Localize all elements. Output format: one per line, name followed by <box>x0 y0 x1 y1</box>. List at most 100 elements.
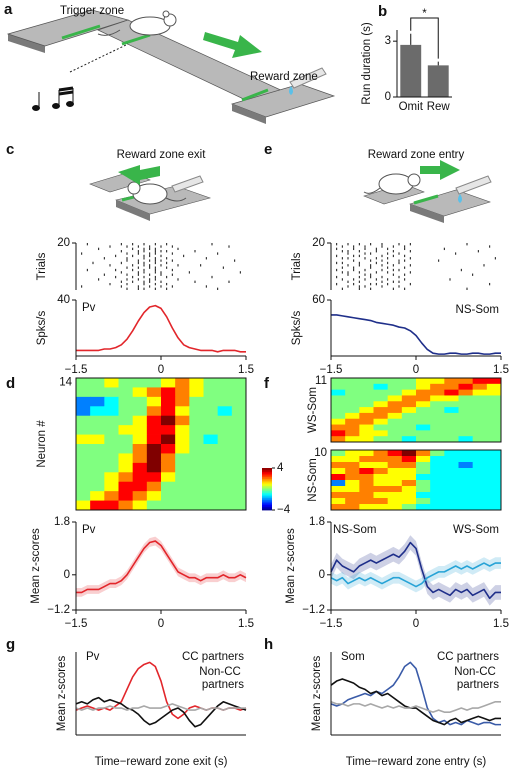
legend-label: CC partners <box>182 651 244 663</box>
heat-cell <box>76 434 91 445</box>
heat-cell <box>430 430 445 437</box>
heat-cell <box>104 406 119 417</box>
heat-cell <box>472 450 488 457</box>
heat-cell <box>401 498 417 505</box>
heat-cell <box>76 425 91 435</box>
heat-cell <box>458 430 474 437</box>
panel-label: b <box>378 3 387 20</box>
heat-cell <box>359 389 374 396</box>
heat-cell <box>345 498 360 505</box>
y-axis-label: Trials <box>291 252 303 280</box>
heat-cell <box>430 424 445 431</box>
heat-cell <box>331 486 346 493</box>
heat-cell <box>416 480 431 487</box>
heat-cell <box>132 415 148 426</box>
heat-cell <box>345 474 360 481</box>
series-line <box>75 703 246 711</box>
heat-cell <box>373 424 389 431</box>
heat-cell <box>401 462 417 469</box>
heat-cell <box>189 387 204 398</box>
heat-cell <box>486 401 502 408</box>
heat-cell <box>444 456 459 463</box>
heat-cell <box>104 462 119 473</box>
heat-cell <box>373 395 389 402</box>
heat-cell <box>146 491 162 501</box>
heat-cell <box>132 500 148 511</box>
heat-cell <box>401 480 417 487</box>
heat-cell <box>458 389 474 396</box>
heat-cell <box>331 389 346 396</box>
heat-cell <box>486 480 502 487</box>
colorbar-step <box>262 497 272 500</box>
heat-cell <box>118 491 134 501</box>
heat-cell <box>104 472 119 483</box>
heat-cell <box>387 378 403 385</box>
heat-cell <box>203 500 219 511</box>
y-axis-label: Neuron # <box>36 420 48 468</box>
x-tick-label: −1.5 <box>320 364 343 376</box>
heat-cell <box>472 418 488 425</box>
heat-cell <box>359 418 374 425</box>
heat-cell <box>231 406 247 417</box>
heat-cell <box>217 462 233 473</box>
heat-cell <box>118 387 134 398</box>
heat-cell <box>416 395 431 402</box>
heat-cell <box>231 444 247 454</box>
colorbar-step <box>262 487 272 490</box>
colorbar-step <box>262 492 272 495</box>
heat-cell <box>373 383 389 391</box>
heat-cell <box>132 491 148 501</box>
heat-cell <box>458 383 474 391</box>
heat-cell <box>118 462 134 473</box>
x-tick-label: 1.5 <box>493 618 509 630</box>
heat-cell <box>161 396 176 407</box>
heat-cell <box>345 424 360 431</box>
heat-cell <box>161 425 176 435</box>
colorbar-step <box>262 504 272 507</box>
heat-cell <box>217 434 233 445</box>
heat-cell <box>76 462 91 473</box>
heat-cell <box>90 406 105 417</box>
heat-cell <box>486 486 502 493</box>
heat-cell <box>472 498 488 505</box>
heat-cell <box>90 434 105 445</box>
heat-cell <box>203 415 219 426</box>
heat-cell <box>458 456 474 463</box>
heat-cell <box>331 424 346 431</box>
heat-cell <box>401 418 417 425</box>
heat-cell <box>458 407 474 414</box>
error-band <box>331 557 501 593</box>
y-tick-label: 11 <box>315 375 327 387</box>
heat-cell <box>387 468 403 475</box>
heat-cell <box>444 504 459 511</box>
heat-cell <box>444 378 459 385</box>
heat-cell <box>416 412 431 420</box>
heat-cell <box>486 456 502 463</box>
heat-cell <box>331 498 346 505</box>
heat-cell <box>472 395 488 402</box>
heat-cell <box>331 401 346 408</box>
heat-cell <box>444 424 459 431</box>
heat-cell <box>161 500 176 511</box>
heat-cell <box>458 480 474 487</box>
heat-cell <box>345 418 360 425</box>
heat-cell <box>331 450 346 457</box>
heat-cell <box>76 500 91 511</box>
heat-cell <box>217 453 233 464</box>
heat-cell <box>472 412 488 420</box>
heat-cell <box>331 430 346 437</box>
heat-cell <box>359 412 374 420</box>
heat-cell <box>161 378 176 388</box>
heat-cell <box>76 444 91 454</box>
heat-cell <box>231 462 247 473</box>
heat-cell <box>359 468 374 475</box>
entry-diagram <box>363 160 492 223</box>
series-line <box>330 661 501 726</box>
legend-label: Non-CC partners <box>199 666 244 691</box>
heat-cell <box>76 396 91 407</box>
x-tick-label: 0 <box>413 364 419 376</box>
heat-cell <box>118 472 134 483</box>
heat-cell <box>458 498 474 505</box>
heat-cell <box>359 395 374 402</box>
colorbar-step <box>262 469 272 472</box>
